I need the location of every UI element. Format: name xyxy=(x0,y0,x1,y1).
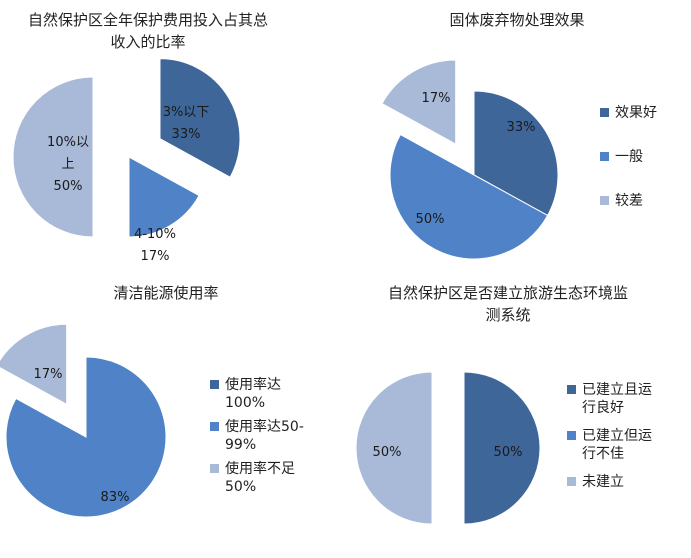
legend-label: 已建立且运 行良好 xyxy=(582,382,652,416)
legend-swatch xyxy=(600,152,609,161)
data-label: 4-10% 17% xyxy=(134,227,176,264)
legend-item: 未建立 xyxy=(567,473,652,491)
legend-label: 效果好 xyxy=(615,105,657,121)
legend-item: 使用率达50- 99% xyxy=(210,418,304,454)
data-label: 83% xyxy=(101,490,130,505)
legend-item: 一般 xyxy=(600,148,657,166)
legend-swatch xyxy=(567,385,576,394)
legend-swatch xyxy=(210,422,219,431)
legend-waste: 效果好 一般 较差 xyxy=(600,104,657,236)
data-label: 50% xyxy=(494,445,523,460)
data-label: 17% xyxy=(34,367,63,382)
pie-slice xyxy=(159,58,241,178)
legend-item: 效果好 xyxy=(600,104,657,122)
data-label: 10%以上 50% xyxy=(47,135,89,194)
chart-title: 自然保护区全年保护费用投入占其总收入的比率 xyxy=(28,11,268,51)
legend-label: 一般 xyxy=(615,149,643,165)
pie-slice xyxy=(389,133,549,260)
pie-slice xyxy=(355,371,433,525)
legend-label: 较差 xyxy=(615,193,643,209)
legend-monitoring: 已建立且运 行良好 已建立但运 行不佳未建立 xyxy=(567,381,652,501)
pie-chart-4: 自然保护区是否建立旅游生态环境监测系统 50% 50% xyxy=(355,284,628,525)
chart-title: 固体废弃物处理效果 xyxy=(449,11,584,29)
legend-label: 使用率达 100% xyxy=(225,377,281,411)
pie-slice xyxy=(12,76,94,238)
legend-label: 使用率达50- 99% xyxy=(225,419,304,453)
legend-energy: 使用率达 100% 使用率达50- 99% 使用率不足 50% xyxy=(210,376,304,502)
pie-chart-3: 清洁能源使用率 83% 17% xyxy=(0,284,219,518)
legend-item: 已建立但运 行不佳 xyxy=(567,427,652,463)
pie-slice xyxy=(0,323,68,406)
legend-item: 使用率不足 50% xyxy=(210,460,304,496)
pie-slice xyxy=(381,59,457,145)
pie-chart-1: 自然保护区全年保护费用投入占其总收入的比率 3%以下 33% 4-10% 17% 10%以… xyxy=(12,11,268,264)
legend-item: 较差 xyxy=(600,192,657,210)
data-label: 33% xyxy=(507,120,536,135)
legend-item: 使用率达 100% xyxy=(210,376,304,412)
legend-label: 已建立但运 行不佳 xyxy=(582,428,652,462)
chart-title: 自然保护区是否建立旅游生态环境监测系统 xyxy=(388,284,628,324)
pie-slice xyxy=(463,371,541,525)
legend-swatch xyxy=(210,380,219,389)
pie-chart-2: 固体废弃物处理效果 33% 50% 17% xyxy=(381,11,585,260)
legend-swatch xyxy=(600,196,609,205)
pie-slice xyxy=(473,90,559,217)
legend-swatch xyxy=(567,477,576,486)
data-label: 50% xyxy=(373,445,402,460)
legend-label: 使用率不足 50% xyxy=(225,461,295,495)
legend-item: 已建立且运 行良好 xyxy=(567,381,652,417)
pie-slice xyxy=(5,356,167,518)
data-label: 17% xyxy=(422,91,451,106)
legend-swatch xyxy=(567,431,576,440)
data-label: 3%以下 33% xyxy=(163,105,210,142)
pie-slice xyxy=(128,156,200,238)
data-label: 50% xyxy=(416,212,445,227)
chart-title: 清洁能源使用率 xyxy=(113,284,218,302)
legend-swatch xyxy=(210,464,219,473)
legend-label: 未建立 xyxy=(582,474,624,490)
legend-swatch xyxy=(600,108,609,117)
